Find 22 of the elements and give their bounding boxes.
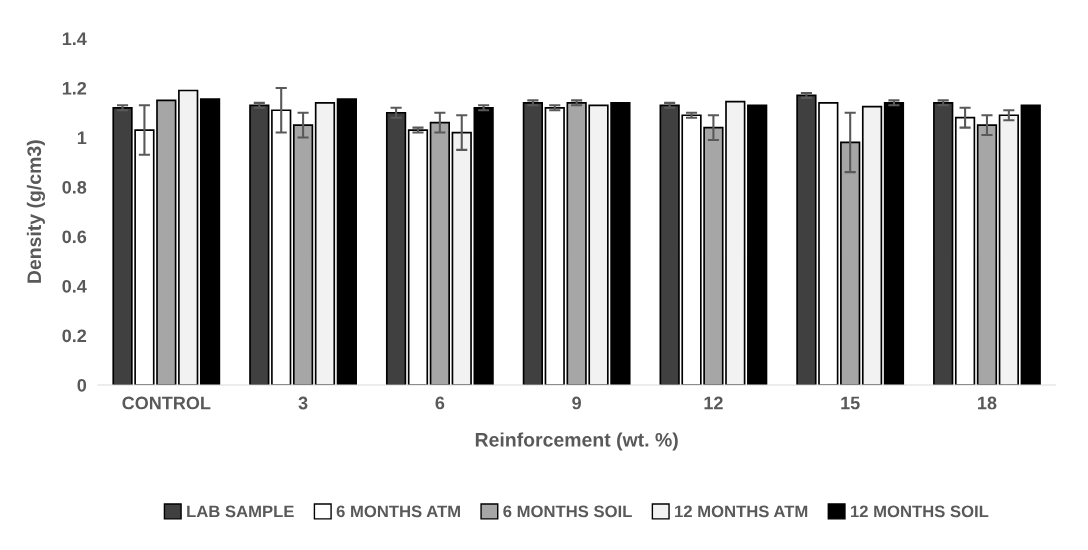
y-tick-label: 1 — [77, 131, 87, 145]
x-tick-label: 6 — [435, 396, 445, 410]
x-tick-label: 9 — [572, 396, 581, 410]
x-tick-label: 12 — [704, 396, 723, 410]
y-tick-label: 1.2 — [62, 81, 87, 95]
legend-label: LAB SAMPLE — [187, 505, 294, 518]
x-tick-label: CONTROL — [122, 396, 211, 410]
x-tick-label: 3 — [298, 396, 308, 410]
y-tick-label: 0.2 — [62, 329, 87, 343]
y-tick-label: 0 — [77, 378, 87, 392]
y-axis-title: Density (g/cm3) — [26, 140, 46, 283]
y-tick-label: 0.4 — [62, 279, 87, 293]
x-tick-label: 18 — [978, 396, 997, 410]
legend-label: 6 MONTHS SOIL — [503, 505, 632, 518]
legend-label: 12 MONTHS ATM — [675, 505, 808, 518]
y-tick-label: 0.8 — [62, 180, 87, 194]
legend-label: 6 MONTHS ATM — [336, 505, 460, 518]
x-axis-title: Reinforcement (wt. %) — [475, 432, 678, 451]
y-tick-label: 0.6 — [62, 230, 87, 244]
x-tick-label: 15 — [841, 396, 860, 410]
y-tick-label: 1.4 — [62, 32, 87, 46]
legend-label: 12 MONTHS SOIL — [851, 505, 989, 518]
